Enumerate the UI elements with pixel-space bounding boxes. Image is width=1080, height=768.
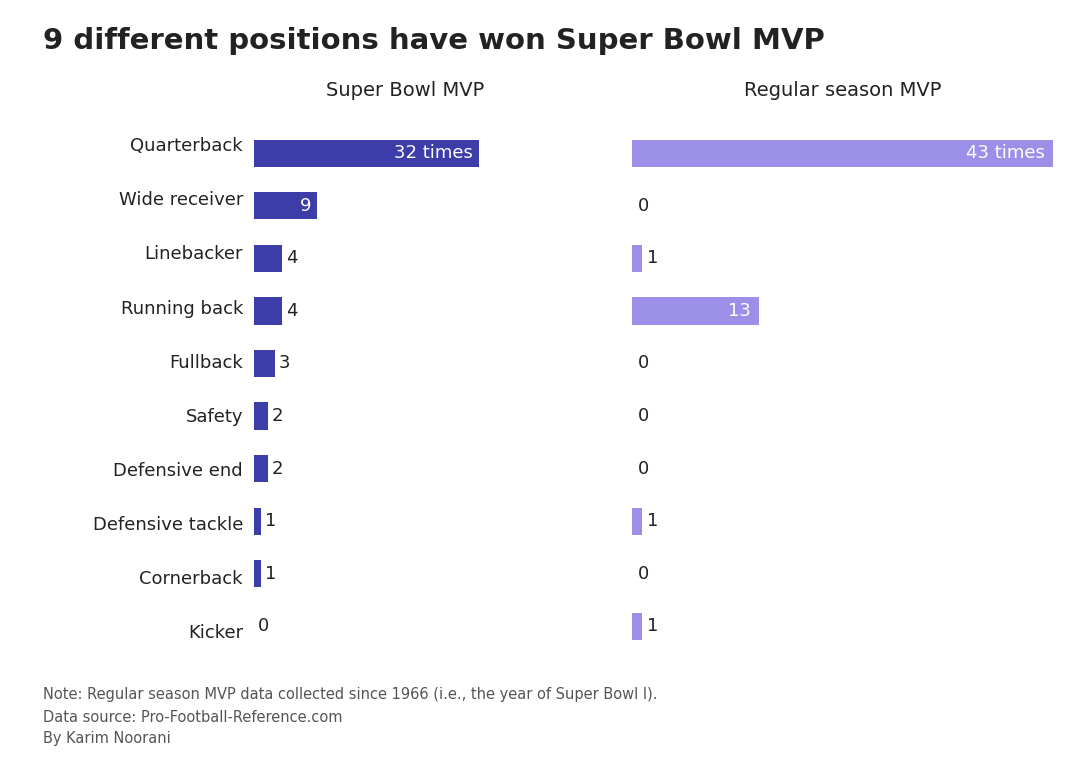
Text: 1: 1	[648, 250, 659, 267]
Bar	[254, 402, 268, 430]
Text: 4: 4	[286, 302, 298, 320]
Text: 0: 0	[258, 617, 269, 635]
Text: Safety: Safety	[186, 408, 243, 425]
Text: Note: Regular season MVP data collected since 1966 (i.e., the year of Super Bowl: Note: Regular season MVP data collected …	[43, 687, 658, 703]
Bar	[254, 455, 268, 482]
Bar	[254, 560, 261, 588]
Text: Fullback: Fullback	[170, 354, 243, 372]
Bar	[254, 245, 282, 272]
Text: Linebacker: Linebacker	[145, 246, 243, 263]
Text: Data source: Pro-Football-Reference.com: Data source: Pro-Football-Reference.com	[43, 710, 342, 726]
Text: 2: 2	[272, 407, 284, 425]
Text: 0: 0	[637, 459, 649, 478]
Text: 13: 13	[728, 302, 752, 320]
Bar	[632, 245, 642, 272]
Text: Cornerback: Cornerback	[139, 571, 243, 588]
Bar	[254, 297, 282, 325]
Text: 0: 0	[637, 564, 649, 583]
Text: Wide receiver: Wide receiver	[119, 191, 243, 209]
Text: 1: 1	[648, 512, 659, 530]
Text: Super Bowl MVP: Super Bowl MVP	[326, 81, 484, 100]
Bar	[254, 192, 318, 220]
Bar	[632, 140, 1053, 167]
Text: Defensive tackle: Defensive tackle	[93, 516, 243, 534]
Text: 1: 1	[648, 617, 659, 635]
Text: Running back: Running back	[121, 300, 243, 317]
Bar	[254, 508, 261, 535]
Bar	[254, 349, 275, 377]
Text: 9 different positions have won Super Bowl MVP: 9 different positions have won Super Bow…	[43, 27, 825, 55]
Text: 32 times: 32 times	[394, 144, 473, 162]
Text: 0: 0	[637, 407, 649, 425]
Text: 1: 1	[265, 512, 276, 530]
Text: 9: 9	[300, 197, 311, 215]
Text: 2: 2	[272, 459, 284, 478]
Bar	[632, 297, 759, 325]
Text: Kicker: Kicker	[188, 624, 243, 642]
Text: 0: 0	[637, 355, 649, 372]
Text: Regular season MVP: Regular season MVP	[744, 81, 941, 100]
Text: 1: 1	[265, 564, 276, 583]
Text: 3: 3	[279, 355, 291, 372]
Text: Quarterback: Quarterback	[131, 137, 243, 155]
Bar	[254, 140, 478, 167]
Text: Defensive end: Defensive end	[113, 462, 243, 480]
Text: 43 times: 43 times	[967, 144, 1045, 162]
Text: 0: 0	[637, 197, 649, 215]
Bar	[632, 613, 642, 640]
Text: 4: 4	[286, 250, 298, 267]
Bar	[632, 508, 642, 535]
Text: By Karim Noorani: By Karim Noorani	[43, 731, 171, 746]
